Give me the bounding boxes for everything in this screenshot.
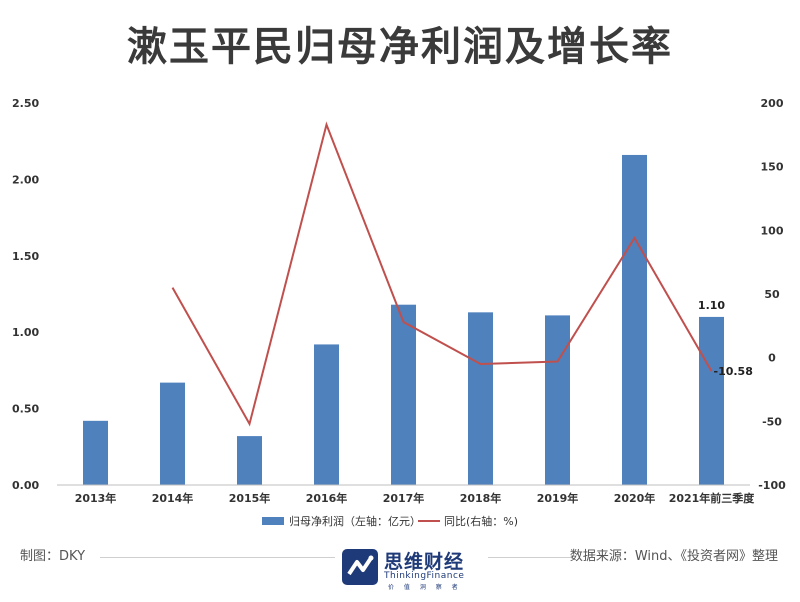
brand-tagline: 价 值 洞 察 者 xyxy=(388,584,462,591)
bar xyxy=(391,304,416,485)
left-axis-tick-label: 1.00 xyxy=(12,326,39,339)
left-axis-tick-label: 2.50 xyxy=(12,97,39,110)
footer-divider-left xyxy=(100,557,335,558)
right-axis-tick-label: -100 xyxy=(758,479,786,492)
right-axis-tick-label: 50 xyxy=(764,288,780,301)
bar xyxy=(468,312,493,485)
data-label: -10.58 xyxy=(714,365,753,378)
right-axis: -100 -50 0 50 100 150 200 xyxy=(758,97,786,492)
bar xyxy=(160,382,185,485)
x-axis-tick-label: 2016年 xyxy=(306,491,348,505)
bar xyxy=(237,436,262,485)
data-label: 1.10 xyxy=(698,299,725,312)
chart-title: 漱玉平民归母净利润及增长率 xyxy=(127,24,673,70)
right-axis-tick-label: -50 xyxy=(762,415,782,428)
legend-label-line: 同比(右轴：%) xyxy=(444,514,518,528)
bar xyxy=(622,154,647,485)
legend-label-bar: 归母净利润（左轴：亿元） xyxy=(289,514,421,528)
right-axis-tick-label: 200 xyxy=(761,97,784,110)
legend-swatch-bar xyxy=(262,517,284,525)
right-axis-tick-label: 150 xyxy=(761,161,784,174)
x-axis-tick-label: 2015年 xyxy=(229,491,271,505)
right-axis-tick-label: 0 xyxy=(768,352,776,365)
footer-divider-right xyxy=(488,557,573,558)
x-axis-tick-label: 2013年 xyxy=(75,491,117,505)
bar xyxy=(83,420,108,485)
x-axis-tick-label: 2021年前三季度 xyxy=(669,491,756,505)
bar-series xyxy=(83,154,724,485)
data-labels: 1.10 -10.58 xyxy=(698,299,753,378)
x-axis-tick-label: 2019年 xyxy=(537,491,579,505)
x-axis-tick-label: 2014年 xyxy=(152,491,194,505)
x-axis-tick-label: 2020年 xyxy=(614,491,656,505)
x-axis-tick-label: 2017年 xyxy=(383,491,425,505)
brand-name: 思维财经 xyxy=(384,551,465,573)
left-axis-tick-label: 1.50 xyxy=(12,250,39,263)
series-line xyxy=(171,121,713,427)
left-axis: 0.00 0.50 1.00 1.50 2.00 2.50 xyxy=(12,97,39,492)
left-axis-tick-label: 0.00 xyxy=(12,479,39,492)
chart: 0.00 0.50 1.00 1.50 2.00 2.50 -100 -50 0 50 100 15… xyxy=(12,97,786,528)
bar xyxy=(545,315,570,485)
x-axis-tick-label: 2018年 xyxy=(460,491,502,505)
footer-source: 数据来源：Wind、《投资者网》整理 xyxy=(569,549,778,564)
x-axis: 2013年 2014年 2015年 2016年 2017年 2018年 2019年 2020年… xyxy=(75,491,756,505)
right-axis-tick-label: 100 xyxy=(761,224,784,237)
left-axis-tick-label: 2.00 xyxy=(12,173,39,186)
line-series xyxy=(171,121,713,427)
brand-logo: 思维财经 ThinkingFinance 价 值 洞 察 者 xyxy=(340,545,480,593)
brand-logo-icon xyxy=(342,549,378,585)
bar xyxy=(314,344,339,485)
bar xyxy=(699,316,724,485)
legend: 归母净利润（左轴：亿元） 同比(右轴：%) xyxy=(262,514,518,528)
left-axis-tick-label: 0.50 xyxy=(12,403,39,416)
brand-english: ThinkingFinance xyxy=(384,571,465,581)
footer-author: 制图：DKY xyxy=(20,549,86,564)
